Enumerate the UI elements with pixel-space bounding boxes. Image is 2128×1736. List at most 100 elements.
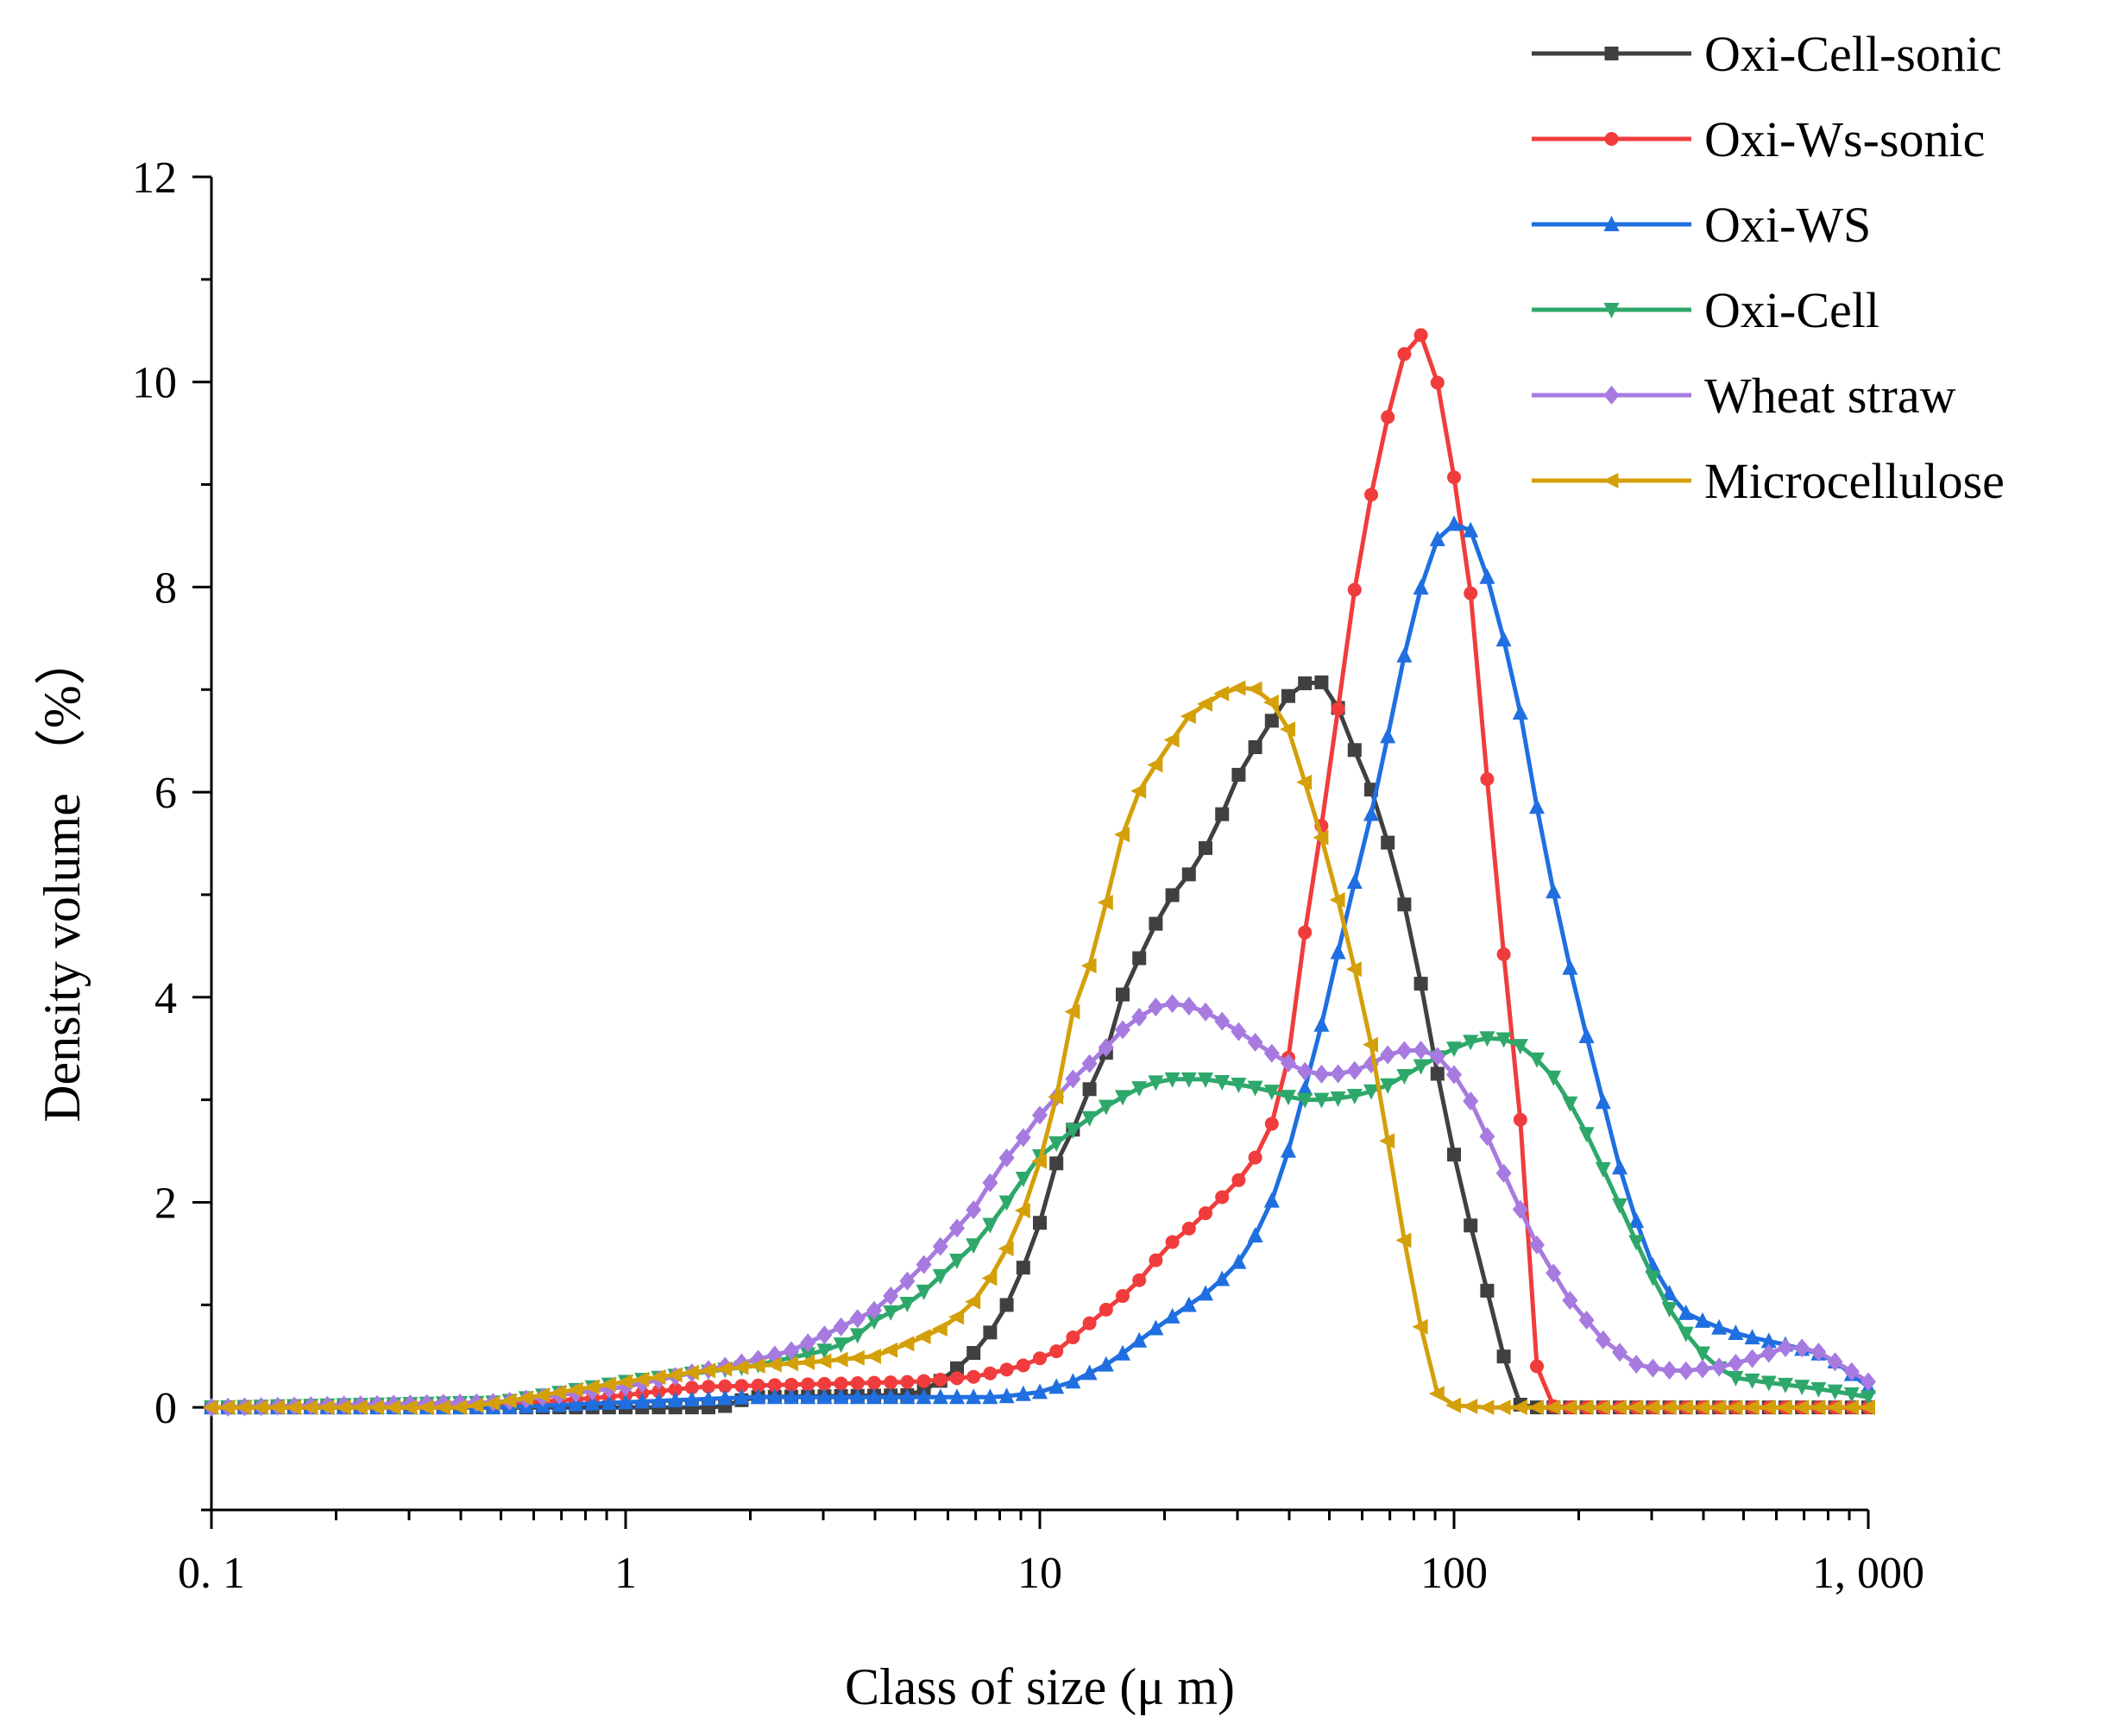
- data-point: [1728, 1353, 1744, 1373]
- legend-marker: [1604, 47, 1619, 60]
- legend-item: Microcellulose: [1532, 453, 2005, 509]
- data-point: [1561, 1399, 1577, 1416]
- data-point: [1711, 1318, 1728, 1335]
- data-point: [1810, 1399, 1826, 1416]
- legend-item: Oxi-Cell-sonic: [1532, 26, 2002, 82]
- data-point: [418, 1399, 434, 1416]
- data-point: [883, 1286, 899, 1305]
- data-point: [1562, 959, 1578, 975]
- data-point: [1826, 1399, 1842, 1416]
- legend-label: Wheat straw: [1704, 368, 1956, 424]
- data-point: [1611, 1399, 1627, 1416]
- data-point: [1116, 987, 1130, 1002]
- data-point: [668, 1382, 683, 1397]
- data-point: [833, 1388, 849, 1405]
- data-point: [1131, 1007, 1148, 1027]
- data-point: [1016, 1261, 1030, 1275]
- data-point: [1594, 1399, 1610, 1416]
- series-oxi-cell-sonic: [205, 675, 1875, 1415]
- data-point: [1016, 1358, 1030, 1373]
- data-point: [1065, 1123, 1081, 1139]
- data-point: [1380, 1078, 1396, 1094]
- data-point: [1180, 997, 1197, 1016]
- data-point: [1479, 568, 1495, 584]
- data-point: [1627, 1399, 1644, 1416]
- data-point: [302, 1399, 318, 1416]
- data-point: [916, 1388, 932, 1405]
- data-point: [718, 1379, 733, 1393]
- data-point: [867, 1375, 881, 1390]
- data-point: [1048, 1089, 1064, 1105]
- data-point: [1099, 1302, 1113, 1317]
- data-point: [1164, 1072, 1180, 1088]
- data-point: [899, 1388, 916, 1405]
- y-tick-label: 8: [154, 563, 177, 613]
- data-point: [1049, 1344, 1064, 1359]
- data-point: [1827, 1352, 1843, 1372]
- data-point: [1462, 1398, 1478, 1414]
- series-layer: [203, 328, 1876, 1418]
- legend: Oxi-Cell-sonic Oxi-Ws-sonic Oxi-WS Oxi-Cell…: [1532, 26, 2005, 509]
- data-point: [1495, 631, 1512, 647]
- data-point: [1678, 1304, 1694, 1320]
- data-point: [900, 1374, 915, 1389]
- x-tick-label: 100: [1420, 1549, 1488, 1598]
- data-point: [1247, 1033, 1263, 1053]
- data-point: [1331, 701, 1345, 716]
- data-point: [1396, 1068, 1413, 1085]
- data-point: [1479, 1127, 1495, 1147]
- data-point: [1031, 1153, 1047, 1169]
- data-point: [567, 1381, 583, 1398]
- legend-item: Oxi-WS: [1532, 197, 1871, 253]
- data-point: [1132, 951, 1147, 965]
- data-point: [750, 1388, 766, 1405]
- legend-item: Wheat straw: [1532, 368, 1956, 424]
- data-point: [1381, 410, 1395, 425]
- data-point: [916, 1284, 932, 1300]
- data-point: [1430, 375, 1445, 390]
- data-point: [866, 1388, 882, 1405]
- data-point: [684, 1381, 699, 1395]
- data-point: [801, 1377, 815, 1392]
- data-point: [848, 1349, 865, 1366]
- data-point: [1116, 1289, 1130, 1304]
- data-point: [1329, 891, 1345, 908]
- data-point: [683, 1364, 699, 1381]
- data-point: [1397, 897, 1412, 912]
- data-point: [966, 1200, 982, 1220]
- x-tick-label: 1, 000: [1812, 1549, 1924, 1598]
- data-point: [1164, 994, 1180, 1014]
- data-point: [1644, 1399, 1660, 1416]
- data-point: [1231, 1022, 1247, 1041]
- data-point: [1677, 1399, 1693, 1416]
- data-point: [1231, 767, 1246, 782]
- data-point: [1728, 1370, 1744, 1387]
- data-point: [252, 1399, 268, 1416]
- data-point: [965, 1293, 981, 1310]
- data-point: [551, 1384, 567, 1400]
- data-point: [1081, 1110, 1098, 1127]
- data-point: [1562, 1096, 1578, 1112]
- data-point: [816, 1343, 833, 1360]
- data-point: [501, 1393, 517, 1409]
- series-line: [211, 332, 1868, 1410]
- data-point: [1049, 1156, 1064, 1171]
- data-point: [1464, 586, 1478, 601]
- data-point: [1230, 680, 1246, 696]
- data-point: [1744, 1349, 1760, 1368]
- legend-label: Microcellulose: [1704, 453, 2005, 509]
- data-point: [1313, 1092, 1330, 1109]
- data-point: [1528, 1399, 1544, 1416]
- data-point: [1695, 1311, 1710, 1328]
- x-tick-label: 10: [1017, 1549, 1062, 1598]
- data-point: [1661, 1302, 1678, 1318]
- data-point: [1181, 1221, 1196, 1236]
- data-point: [1760, 1343, 1777, 1363]
- data-point: [1247, 1226, 1263, 1242]
- data-point: [784, 1388, 799, 1405]
- data-point: [1464, 1218, 1478, 1233]
- data-point: [1810, 1343, 1827, 1362]
- data-point: [849, 1388, 866, 1405]
- data-point: [568, 1395, 584, 1412]
- data-point: [368, 1399, 384, 1416]
